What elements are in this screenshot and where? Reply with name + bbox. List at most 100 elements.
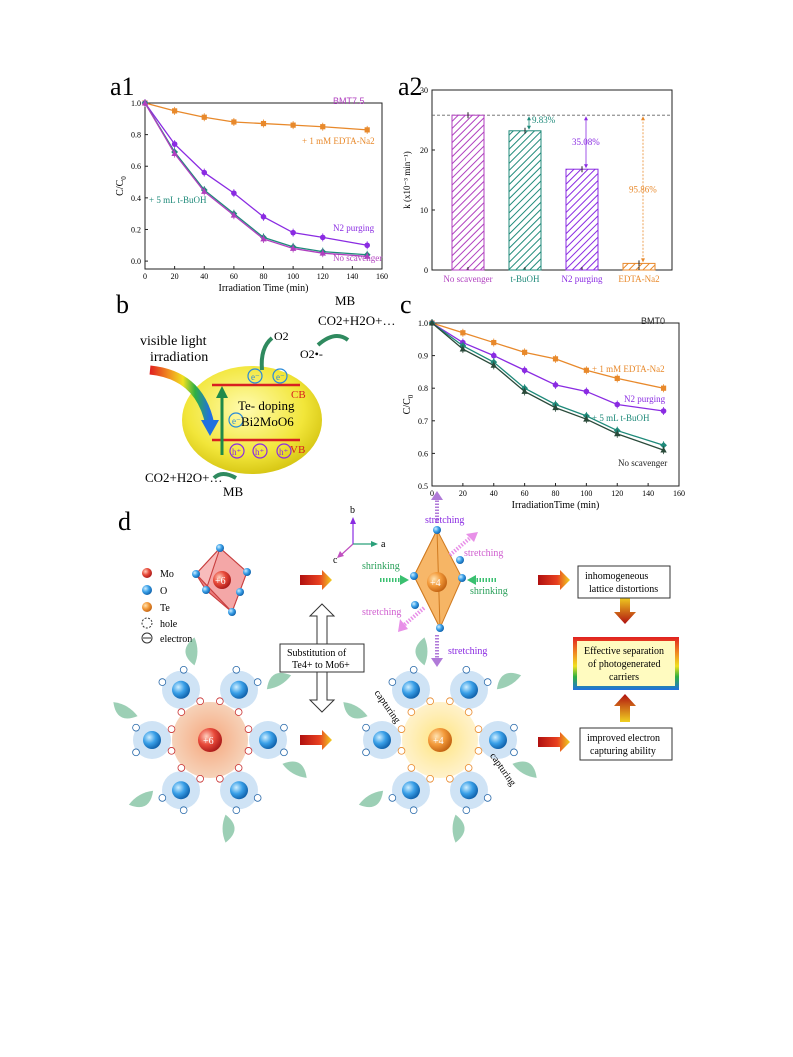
outer-electron xyxy=(132,723,140,732)
data-point xyxy=(289,245,297,251)
data-point xyxy=(583,367,589,373)
legend-o: O xyxy=(160,586,167,597)
series-line xyxy=(144,102,368,246)
legend-mo: Mo xyxy=(160,569,174,580)
oxygen-atom xyxy=(402,781,420,800)
data-point xyxy=(660,441,667,449)
x-tick-label: 40 xyxy=(490,489,498,498)
bar xyxy=(508,130,542,271)
orbital-lobe xyxy=(266,672,292,690)
center-charge: +6 xyxy=(203,736,214,747)
series-label: No scavenger xyxy=(618,458,667,468)
y-axis-label: C/C0 xyxy=(402,394,415,414)
data-point xyxy=(201,169,208,176)
panel-label-a2: a2 xyxy=(398,72,423,101)
lattice-doped: +4 xyxy=(343,637,537,843)
y-tick-label: 0.4 xyxy=(131,194,141,203)
x-tick-label: 160 xyxy=(376,272,388,281)
x-tick-label: 40 xyxy=(200,272,208,281)
bond-electron xyxy=(167,725,176,733)
x-tick-label: 140 xyxy=(642,489,654,498)
light-arrow xyxy=(149,365,215,426)
series-line xyxy=(431,322,664,451)
chart-c: 0 20 40 60 80 100 120 140 160 0.5 0.6 0.7 0.8 0.9 1.0 I… xyxy=(402,316,685,511)
x-tick-label: 100 xyxy=(287,272,299,281)
mo-octahedron: +6 xyxy=(192,544,251,616)
visible-light-text: visible light xyxy=(140,334,207,349)
y-tick-label: 10 xyxy=(420,206,428,215)
series-line xyxy=(144,102,368,131)
data-point xyxy=(319,234,326,241)
orbital-lobe xyxy=(358,790,384,808)
box-capture-line2: capturing ability xyxy=(590,746,656,757)
x-axis-label: IrradiationTime (min) xyxy=(512,500,600,511)
box-capture xyxy=(579,727,673,761)
chart-a1: 0 20 40 60 80 100 120 140 160 0.0 0.2 0.4 0.6 0.8 1.0 I… xyxy=(115,96,388,294)
outer-electron xyxy=(158,794,167,802)
oxygen-atom xyxy=(172,680,190,699)
center-charge: +4 xyxy=(433,736,444,747)
lattice-undoped: +6 xyxy=(113,637,307,843)
data-point xyxy=(460,330,466,336)
strain-arrows: stretching stretching stretching stretch… xyxy=(362,491,508,667)
panel-label-b: b xyxy=(116,290,129,319)
co2-bottom-text: CO2+H2O+… xyxy=(145,470,223,485)
oxygen-atom xyxy=(143,731,161,749)
doping-text: Te- doping xyxy=(238,398,295,413)
bond-electron xyxy=(244,747,253,755)
data-point xyxy=(614,401,621,408)
data-point xyxy=(290,229,296,236)
svg-text:h⁺: h⁺ xyxy=(232,447,242,457)
data-point xyxy=(364,242,370,249)
stretching-right: stretching xyxy=(464,548,503,559)
outer-electron xyxy=(462,806,471,815)
plot-frame xyxy=(431,89,673,271)
outer-electron xyxy=(362,723,370,732)
box-separation-line1: Effective separation xyxy=(584,646,664,657)
outer-electron xyxy=(362,748,370,757)
outer-electron xyxy=(510,723,518,732)
bar xyxy=(451,114,485,271)
bond-electron xyxy=(426,697,434,706)
data-point xyxy=(522,349,528,355)
outer-electron xyxy=(132,748,140,757)
process-arrows xyxy=(300,570,636,752)
data-point xyxy=(614,375,620,382)
y-tick-label: 20 xyxy=(420,146,428,155)
axis-c-label: c xyxy=(333,555,338,566)
y-axis-label: C/C0 xyxy=(115,176,128,196)
series-label: + 5 mL t-BuOH xyxy=(592,413,650,423)
o2-reduction-arrow xyxy=(259,336,274,371)
outer-electron xyxy=(388,794,397,802)
oxygen-atom xyxy=(460,781,478,800)
atom-legend: Mo O Te hole electron xyxy=(141,568,192,645)
data-point xyxy=(521,367,528,374)
o-legend-icon xyxy=(142,585,152,595)
data-point xyxy=(231,119,237,125)
x-tick-label: 120 xyxy=(317,272,329,281)
bond-electron xyxy=(216,774,224,783)
x-axis-label: Irradiation Time (min) xyxy=(219,283,309,294)
x-tick-label: 20 xyxy=(171,272,179,281)
orbital-lobe xyxy=(185,637,198,666)
bond-electron xyxy=(167,747,176,755)
x-tick-label: EDTA-Na2 xyxy=(618,274,659,284)
y-axis-label: k (x10⁻³ min⁻¹) xyxy=(402,151,412,208)
bond-electron xyxy=(474,725,483,733)
panel-d-diagram: Mo O Te hole electron +6 xyxy=(113,491,679,843)
orbital-lobe xyxy=(452,814,465,843)
delta-arrow-head xyxy=(641,116,645,121)
data-point xyxy=(141,99,149,106)
x-tick-label: t-BuOH xyxy=(511,274,541,284)
mb-top-text: MB xyxy=(335,293,356,308)
series-line xyxy=(144,102,368,256)
bond-electron xyxy=(426,774,434,783)
x-tick-label: No scavenger xyxy=(443,274,492,284)
data-point xyxy=(660,446,667,453)
mb-degrade-arrow-top xyxy=(316,334,350,347)
bond-electron xyxy=(177,708,186,716)
orbital-lobe xyxy=(128,790,154,808)
legend-te: Te xyxy=(160,603,170,614)
bond-electron xyxy=(397,725,406,733)
